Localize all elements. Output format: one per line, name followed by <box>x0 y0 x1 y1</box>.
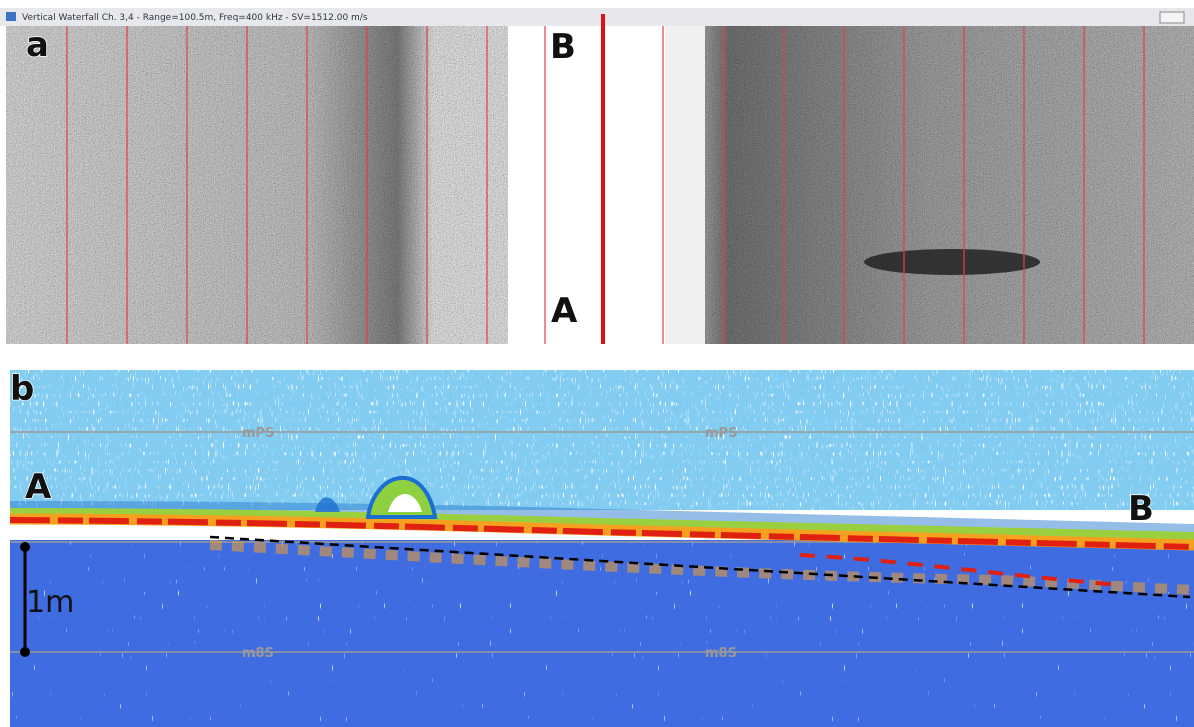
scale-bar-end <box>20 542 30 552</box>
panel-b: mPS mPS m8S m8S 1m b A B <box>9 368 1194 727</box>
object-echo-core <box>388 494 422 512</box>
marker-label: A <box>551 291 578 331</box>
marker-label: B <box>550 27 576 67</box>
marker-label: B <box>1128 489 1154 529</box>
target-shadow <box>864 249 1040 275</box>
grid-label: m8S <box>705 646 737 661</box>
panel-label: b <box>10 369 34 409</box>
panel-a: Vertical Waterfall Ch. 3,4 - Range=100.5… <box>0 8 1194 344</box>
shading <box>665 26 1194 344</box>
panel-label: a <box>26 25 49 65</box>
water-column <box>508 26 665 344</box>
seabed-echo <box>9 501 1194 595</box>
interface-line <box>209 535 1191 599</box>
grid-label: m8S <box>242 646 274 661</box>
water-noise <box>10 370 1194 510</box>
grid-label: mPS <box>705 426 737 441</box>
sediment-noise <box>10 540 1194 727</box>
title-bar <box>0 8 1194 26</box>
shading <box>6 26 508 344</box>
scale-label: 1m <box>26 585 74 620</box>
scale-bar-end <box>20 647 30 657</box>
range-lines <box>66 26 1145 344</box>
object-echo <box>315 497 340 512</box>
window-controls[interactable] <box>1159 11 1185 24</box>
window-title: Vertical Waterfall Ch. 3,4 - Range=100.5… <box>22 13 368 23</box>
water-column-edge <box>665 26 705 344</box>
marker-label: A <box>25 467 52 507</box>
grid-label: mPS <box>242 426 274 441</box>
window-icon <box>6 12 16 21</box>
